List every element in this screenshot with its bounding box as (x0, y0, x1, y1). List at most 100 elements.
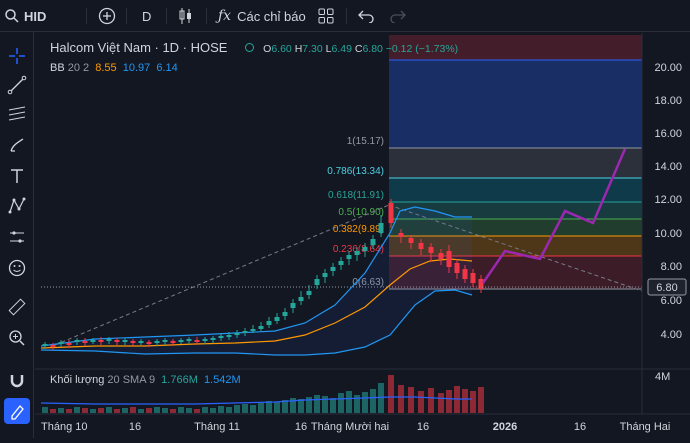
search-icon (5, 9, 19, 23)
symbol-search[interactable]: HID (4, 0, 46, 32)
fib-band (389, 178, 642, 202)
magnet-tool[interactable] (4, 368, 30, 394)
candle-body (162, 340, 168, 342)
toolbar-divider (86, 8, 87, 24)
indicators-button[interactable]: ƒx Các chỉ báo (218, 0, 306, 32)
compare-button[interactable] (98, 0, 116, 32)
time-tick: Tháng 10 (41, 421, 87, 433)
candle-body (322, 273, 328, 277)
bollinger-lower (40, 289, 473, 356)
measure-tool[interactable] (4, 224, 30, 250)
pattern-tool[interactable] (4, 193, 30, 219)
volume-bar (314, 395, 320, 413)
chart-pane[interactable]: 1(15.17) 0.786(13.34) 0.618(11.91) 0.5(1… (35, 33, 690, 438)
time-tick: 16 (417, 421, 429, 433)
trendline-tool[interactable] (4, 72, 30, 98)
candle-body (114, 340, 120, 342)
fib-label: 0.236(8.64) (333, 244, 384, 255)
low-value: 6.49 (331, 43, 352, 55)
volume-params: 20 SMA 9 (107, 374, 156, 386)
fib-tool[interactable] (4, 101, 30, 127)
volume-bar (170, 409, 176, 413)
grid-icon (318, 8, 334, 24)
volume-bar (98, 408, 104, 413)
volume-sma-value: 1.542M (203, 374, 241, 386)
volume-bar (298, 399, 304, 413)
open-value: 6.60 (271, 43, 292, 55)
candle-body (370, 239, 376, 245)
fib-label: 0.5(10.90) (338, 207, 384, 218)
close-value: 6.80 (362, 43, 383, 55)
price-axis[interactable]: 20.00 18.00 16.00 14.00 12.00 10.00 8.00… (647, 62, 687, 383)
price-tick: 8.00 (661, 261, 682, 273)
volume-bar (154, 407, 160, 413)
volume-bar (428, 388, 434, 413)
volume-label: Khối lượng (50, 374, 105, 386)
layouts-button[interactable] (318, 0, 334, 32)
volume-bar (354, 395, 360, 413)
dashed-trendline[interactable] (54, 204, 390, 346)
candle-body (202, 339, 208, 341)
volume-bar (408, 387, 414, 413)
volume-bar (462, 389, 468, 413)
dashed-trendline[interactable] (388, 204, 643, 292)
candle-body (290, 303, 296, 308)
volume-bar (146, 408, 152, 413)
brush-tool[interactable] (4, 132, 30, 158)
price-chart[interactable]: 1(15.17) 0.786(13.34) 0.618(11.91) 0.5(1… (35, 33, 690, 438)
candle-body (74, 340, 80, 342)
ruler-tool[interactable] (4, 294, 30, 320)
projection-path[interactable] (481, 148, 627, 284)
market-status-icon (244, 43, 254, 52)
candle-body (454, 263, 460, 273)
candle-body (66, 343, 72, 345)
lock-drawings-tool[interactable] (4, 398, 30, 424)
candle-body (218, 336, 224, 338)
candle-body (346, 255, 352, 259)
fib-label: 0.786(13.34) (327, 166, 384, 177)
candle-body (418, 243, 424, 249)
fib-labels: 1(15.17) 0.786(13.34) 0.618(11.91) 0.5(1… (327, 136, 384, 288)
volume-bar (82, 408, 88, 413)
volume-bar (362, 392, 368, 413)
volume-bar (398, 385, 404, 413)
volume-legend[interactable]: Khối lượng 20 SMA 9 1.766M 1.542M (50, 374, 241, 386)
high-value: 7.30 (302, 43, 323, 55)
candle-body (138, 341, 144, 343)
volume-bar (250, 405, 256, 413)
time-axis[interactable]: Tháng 10 16 Tháng 11 16 Tháng Mười hai 1… (41, 421, 670, 433)
time-tick: 2026 (493, 421, 517, 433)
emoji-tool[interactable] (4, 255, 30, 281)
chart-type-button[interactable] (178, 0, 194, 32)
price-tick: 20.00 (654, 62, 682, 74)
volume-bar (418, 391, 424, 413)
candle-body (470, 273, 476, 283)
candle-body (250, 329, 256, 331)
volume-bar (178, 407, 184, 413)
volume-bar (226, 407, 232, 413)
candle-body (258, 326, 264, 329)
volume-bar (122, 408, 128, 413)
fib-band (389, 202, 642, 219)
volume-bar (194, 409, 200, 413)
change-value: −0.12 (−1.73%) (385, 43, 459, 55)
fib-band (389, 60, 642, 148)
bollinger-basis (40, 258, 473, 349)
redo-button[interactable] (390, 0, 406, 32)
volume-bars (42, 375, 484, 413)
candle-body (106, 339, 112, 341)
toolbar-divider (206, 8, 207, 24)
candle-body (362, 247, 368, 251)
candle-body (146, 342, 152, 344)
undo-button[interactable] (358, 0, 374, 32)
volume-value: 1.766M (161, 374, 198, 386)
price-tick: 14.00 (654, 161, 682, 173)
interval-button[interactable]: D (142, 0, 151, 32)
toolbar-divider (346, 8, 347, 24)
text-tool[interactable] (4, 163, 30, 189)
candle-body (274, 317, 280, 321)
bb-legend[interactable]: BB 20 2 8.55 10.97 6.14 (50, 62, 178, 74)
price-tick: 12.00 (654, 194, 682, 206)
zoom-tool[interactable] (4, 325, 30, 351)
crosshair-tool[interactable] (4, 43, 30, 69)
